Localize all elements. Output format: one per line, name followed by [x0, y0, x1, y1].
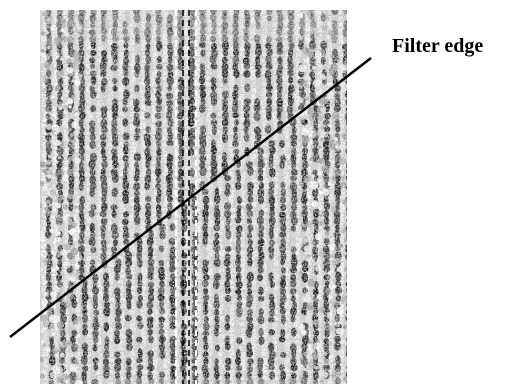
filter-edge-line: [9, 57, 372, 338]
fringe-dark-dot: [346, 218, 347, 223]
fringe-dark-dot: [346, 141, 347, 147]
fringe-dark-dot: [346, 287, 347, 294]
fringe-dark-dot: [346, 365, 347, 370]
fringe-dark-dot: [346, 128, 347, 133]
micrograph-grain-light: [40, 10, 347, 384]
fringe-dark-dot: [346, 265, 347, 273]
fringe-dark-dot: [346, 134, 347, 140]
fringe-dark-dot: [346, 190, 347, 196]
filter-edge-label: Filter edge: [392, 35, 484, 57]
fringe-dark-dot: [347, 238, 352, 247]
fringe-dark-dot: [346, 378, 347, 384]
fringe-dark-dot: [346, 210, 347, 217]
